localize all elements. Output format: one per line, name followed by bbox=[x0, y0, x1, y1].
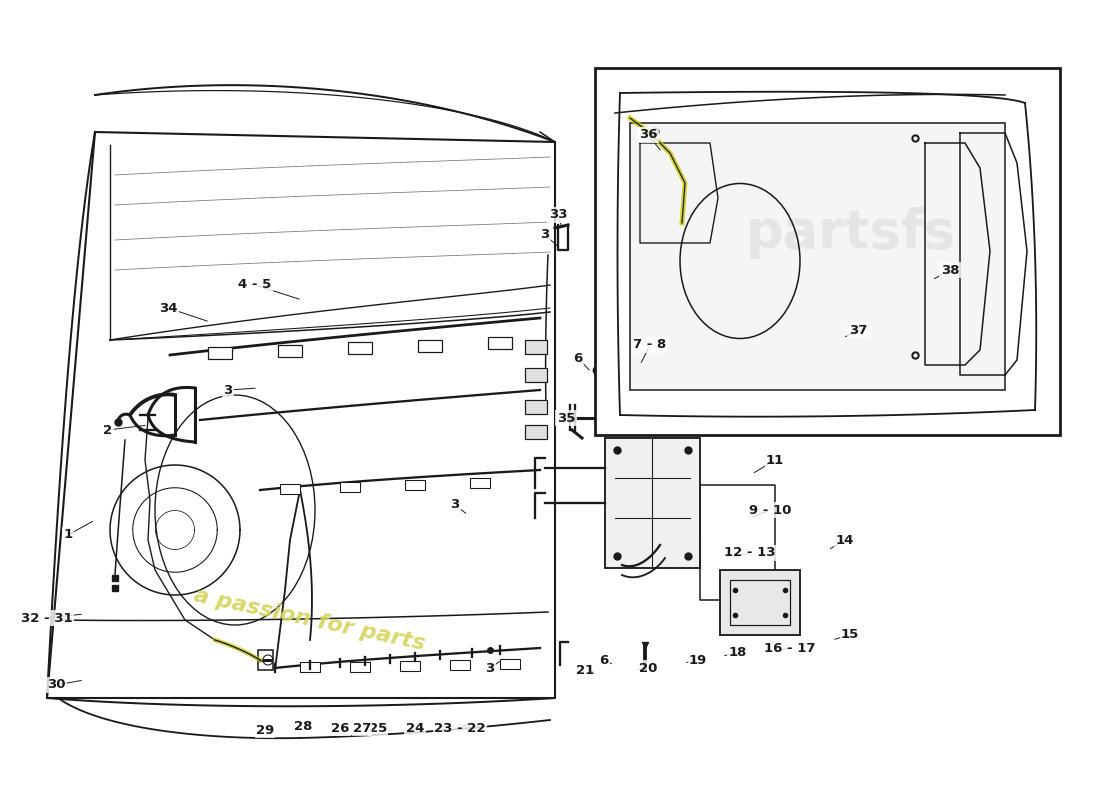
Bar bbox=[208, 347, 232, 359]
Text: 3: 3 bbox=[540, 229, 550, 242]
Bar bbox=[300, 662, 320, 673]
Text: 27: 27 bbox=[353, 722, 371, 734]
Text: 19: 19 bbox=[689, 654, 707, 666]
Bar bbox=[488, 338, 512, 350]
Text: 30: 30 bbox=[46, 678, 65, 691]
Text: partsfs: partsfs bbox=[746, 207, 956, 259]
Text: 12 - 13: 12 - 13 bbox=[724, 546, 776, 559]
Bar bbox=[525, 340, 547, 354]
Text: 3: 3 bbox=[450, 498, 460, 511]
Bar bbox=[525, 368, 547, 382]
Bar bbox=[630, 123, 1005, 390]
Text: 38: 38 bbox=[940, 263, 959, 277]
Text: 18: 18 bbox=[729, 646, 747, 659]
Text: 6: 6 bbox=[573, 351, 583, 365]
Bar bbox=[525, 400, 547, 414]
Text: 23 - 22: 23 - 22 bbox=[434, 722, 486, 734]
Bar bbox=[400, 661, 420, 670]
Text: 25: 25 bbox=[368, 722, 387, 734]
Text: 15: 15 bbox=[840, 629, 859, 642]
Text: a passion for parts: a passion for parts bbox=[192, 586, 428, 654]
Text: 6: 6 bbox=[600, 654, 608, 666]
Text: 35: 35 bbox=[557, 411, 575, 425]
Bar bbox=[500, 659, 520, 669]
Bar bbox=[350, 662, 370, 671]
Text: 16 - 17: 16 - 17 bbox=[764, 642, 816, 654]
Text: 37: 37 bbox=[849, 323, 867, 337]
Bar bbox=[605, 438, 700, 568]
Text: 24: 24 bbox=[406, 722, 425, 734]
Text: 1: 1 bbox=[64, 529, 73, 542]
Text: 2: 2 bbox=[103, 423, 112, 437]
Bar bbox=[348, 342, 372, 354]
Bar bbox=[730, 580, 790, 625]
Bar bbox=[258, 650, 273, 670]
Text: 26: 26 bbox=[331, 722, 349, 734]
Bar bbox=[405, 480, 425, 490]
Bar bbox=[720, 570, 800, 635]
Text: 3: 3 bbox=[223, 383, 232, 397]
Bar bbox=[340, 482, 360, 492]
Text: 20: 20 bbox=[639, 662, 657, 674]
Bar bbox=[470, 478, 490, 488]
Bar bbox=[278, 345, 303, 357]
Bar bbox=[595, 68, 1060, 435]
Text: 4 - 5: 4 - 5 bbox=[239, 278, 272, 291]
Text: 34: 34 bbox=[158, 302, 177, 314]
Text: 28: 28 bbox=[294, 719, 312, 733]
Text: 29: 29 bbox=[256, 723, 274, 737]
Bar bbox=[450, 660, 470, 670]
Bar bbox=[418, 340, 442, 352]
Text: 11: 11 bbox=[766, 454, 784, 466]
Text: 33: 33 bbox=[549, 209, 568, 222]
Text: 7 - 8: 7 - 8 bbox=[634, 338, 667, 351]
Text: 32 - 31: 32 - 31 bbox=[21, 611, 73, 625]
Text: 14: 14 bbox=[836, 534, 855, 546]
Text: 3: 3 bbox=[485, 662, 495, 674]
Bar bbox=[525, 425, 547, 439]
Bar bbox=[280, 484, 300, 494]
Text: 21: 21 bbox=[576, 663, 594, 677]
Text: 9 - 10: 9 - 10 bbox=[749, 503, 791, 517]
Text: 36: 36 bbox=[639, 129, 658, 142]
